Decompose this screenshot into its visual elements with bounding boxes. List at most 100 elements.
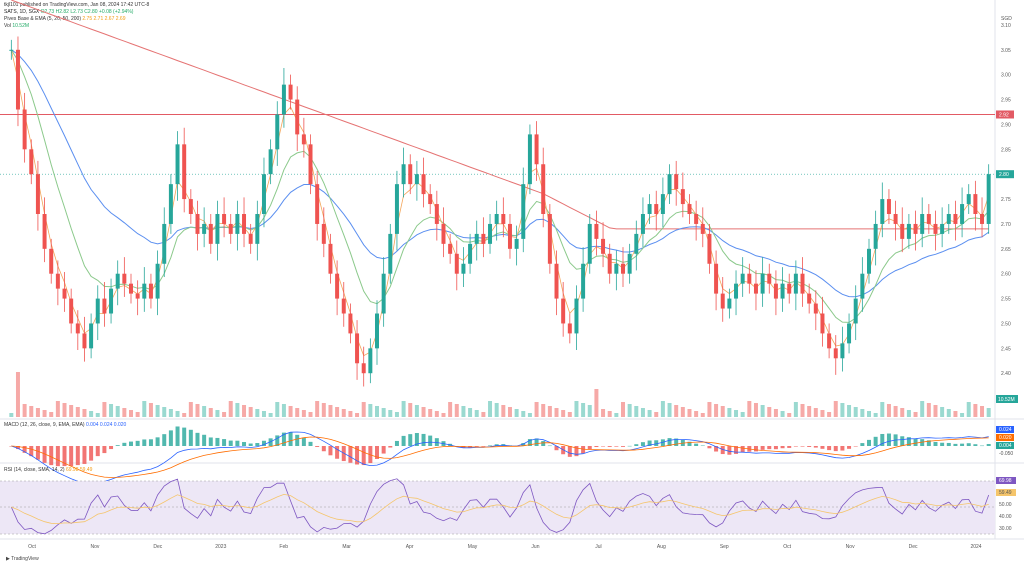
price-tick-label: 3.05 xyxy=(1001,48,1011,54)
vol-label-bg xyxy=(996,395,1018,403)
candle-body xyxy=(341,298,346,314)
volume-bar xyxy=(261,411,266,417)
candle-body xyxy=(813,303,818,314)
macd-histogram-bar xyxy=(574,446,579,457)
macd-histogram-bar xyxy=(355,446,360,465)
tradingview-logo[interactable]: ▶ TradingView xyxy=(6,556,39,562)
macd-histogram-bar xyxy=(973,444,978,446)
volume-bar xyxy=(414,405,419,417)
volume-bar xyxy=(328,405,333,417)
candle-body xyxy=(521,184,526,239)
candle-body xyxy=(900,223,905,239)
macd-histogram-bar xyxy=(188,429,193,446)
macd-histogram-bar xyxy=(162,434,167,446)
candle-body xyxy=(840,343,845,359)
resistance-label: 2.92 xyxy=(999,112,1009,118)
macd-histogram-bar xyxy=(734,446,739,454)
macd-axis-label-bg xyxy=(996,434,1014,441)
macd-axis-label: -0.050 xyxy=(999,451,1013,457)
candle-body xyxy=(148,283,153,299)
macd-histogram-bar xyxy=(913,438,918,446)
volume-bar xyxy=(474,410,479,417)
candle-body xyxy=(361,363,366,374)
macd-histogram-bar xyxy=(534,438,539,446)
volume-bar xyxy=(906,410,911,417)
volume-bar xyxy=(607,411,612,417)
volume-bar xyxy=(760,405,765,417)
volume-bar xyxy=(707,402,712,417)
rsi-line xyxy=(10,478,990,535)
volume-bar xyxy=(953,411,958,417)
macd-histogram-bar xyxy=(621,446,625,447)
candle-body xyxy=(162,223,167,264)
time-axis-label: Mar xyxy=(342,544,351,550)
price-tick-label: 2.95 xyxy=(1001,98,1011,104)
macd-histogram-bar xyxy=(494,444,499,446)
volume-bar xyxy=(873,413,878,417)
volume-bar xyxy=(587,405,592,417)
macd-title-line: MACD (12, 26, close, 9, EMA, EMA) 0.004 … xyxy=(4,422,126,428)
macd-histogram-bar xyxy=(860,443,865,446)
macd-histogram-bar xyxy=(82,446,87,464)
volume-bar xyxy=(767,407,772,417)
volume-bar xyxy=(401,401,406,417)
candle-body xyxy=(913,223,918,234)
candle-body xyxy=(381,273,386,314)
symbol-label[interactable]: SATS, 1D, SGX xyxy=(4,9,40,15)
candle-body xyxy=(660,194,665,214)
macd-title[interactable]: MACD (12, 26, close, 9, EMA, EMA) xyxy=(4,422,85,428)
ma-label[interactable]: Pives Base & EMA (5, 20, 50, 200) xyxy=(4,16,81,22)
vol-label[interactable]: Vol xyxy=(4,23,11,29)
macd-histogram-bar xyxy=(488,445,493,446)
time-axis-label: Jul xyxy=(595,544,601,550)
candle-body xyxy=(69,298,74,324)
macd-histogram-bar xyxy=(361,446,366,466)
volume-bar xyxy=(634,406,639,417)
volume-bar xyxy=(202,406,207,417)
candle-body xyxy=(155,263,160,299)
macd-histogram-bar xyxy=(953,443,958,446)
volume-bar xyxy=(301,410,306,417)
rsi-axis-label: 50.00 xyxy=(999,502,1012,508)
price-tick-label: 3.10 xyxy=(1001,23,1011,29)
volume-bar xyxy=(148,403,153,417)
macd-histogram-bar xyxy=(780,446,785,449)
macd-histogram-bar xyxy=(601,446,606,447)
candle-body xyxy=(408,164,413,185)
volume-bar xyxy=(235,403,240,417)
volume-bar xyxy=(348,411,353,417)
macd-histogram-bar xyxy=(315,446,320,447)
price-tick-label: 2.55 xyxy=(1001,297,1011,303)
candle-body xyxy=(461,263,466,274)
candle-body xyxy=(694,214,699,224)
macd-histogram-bar xyxy=(880,433,885,446)
volume-bar xyxy=(980,406,985,417)
candle-body xyxy=(242,214,247,234)
volume-bar xyxy=(833,401,838,417)
macd-histogram-bar xyxy=(182,427,187,446)
volume-bar xyxy=(534,402,539,417)
candle-body xyxy=(275,114,280,150)
candle-body xyxy=(202,223,207,234)
macd-histogram-bar xyxy=(966,443,971,446)
volume-bar xyxy=(747,401,752,417)
candle-body xyxy=(129,283,133,294)
volume-bar xyxy=(973,404,978,417)
macd-histogram-bar xyxy=(980,445,985,447)
rsi-title[interactable]: RSI (14, close, SMA, 14, 2) xyxy=(4,467,65,473)
volume-bar xyxy=(49,412,54,417)
ohlc-values: O2.73 H2.82 L2.73 C2.80 xyxy=(40,9,98,15)
macd-histogram-bar xyxy=(847,446,852,449)
macd-histogram-bar xyxy=(242,442,247,446)
candle-body xyxy=(973,194,978,214)
rsi-axis-label: 59.49 xyxy=(999,490,1012,496)
time-axis-label: Feb xyxy=(279,544,288,550)
volume-bar xyxy=(640,408,645,417)
change-value: +0.08 (+2.94%) xyxy=(98,9,134,15)
volume-bar xyxy=(89,411,94,417)
candle-body xyxy=(488,223,493,244)
volume-bar xyxy=(122,408,127,417)
macd-histogram-bar xyxy=(940,442,945,446)
vol-line: Vol 10.52M xyxy=(4,23,29,29)
